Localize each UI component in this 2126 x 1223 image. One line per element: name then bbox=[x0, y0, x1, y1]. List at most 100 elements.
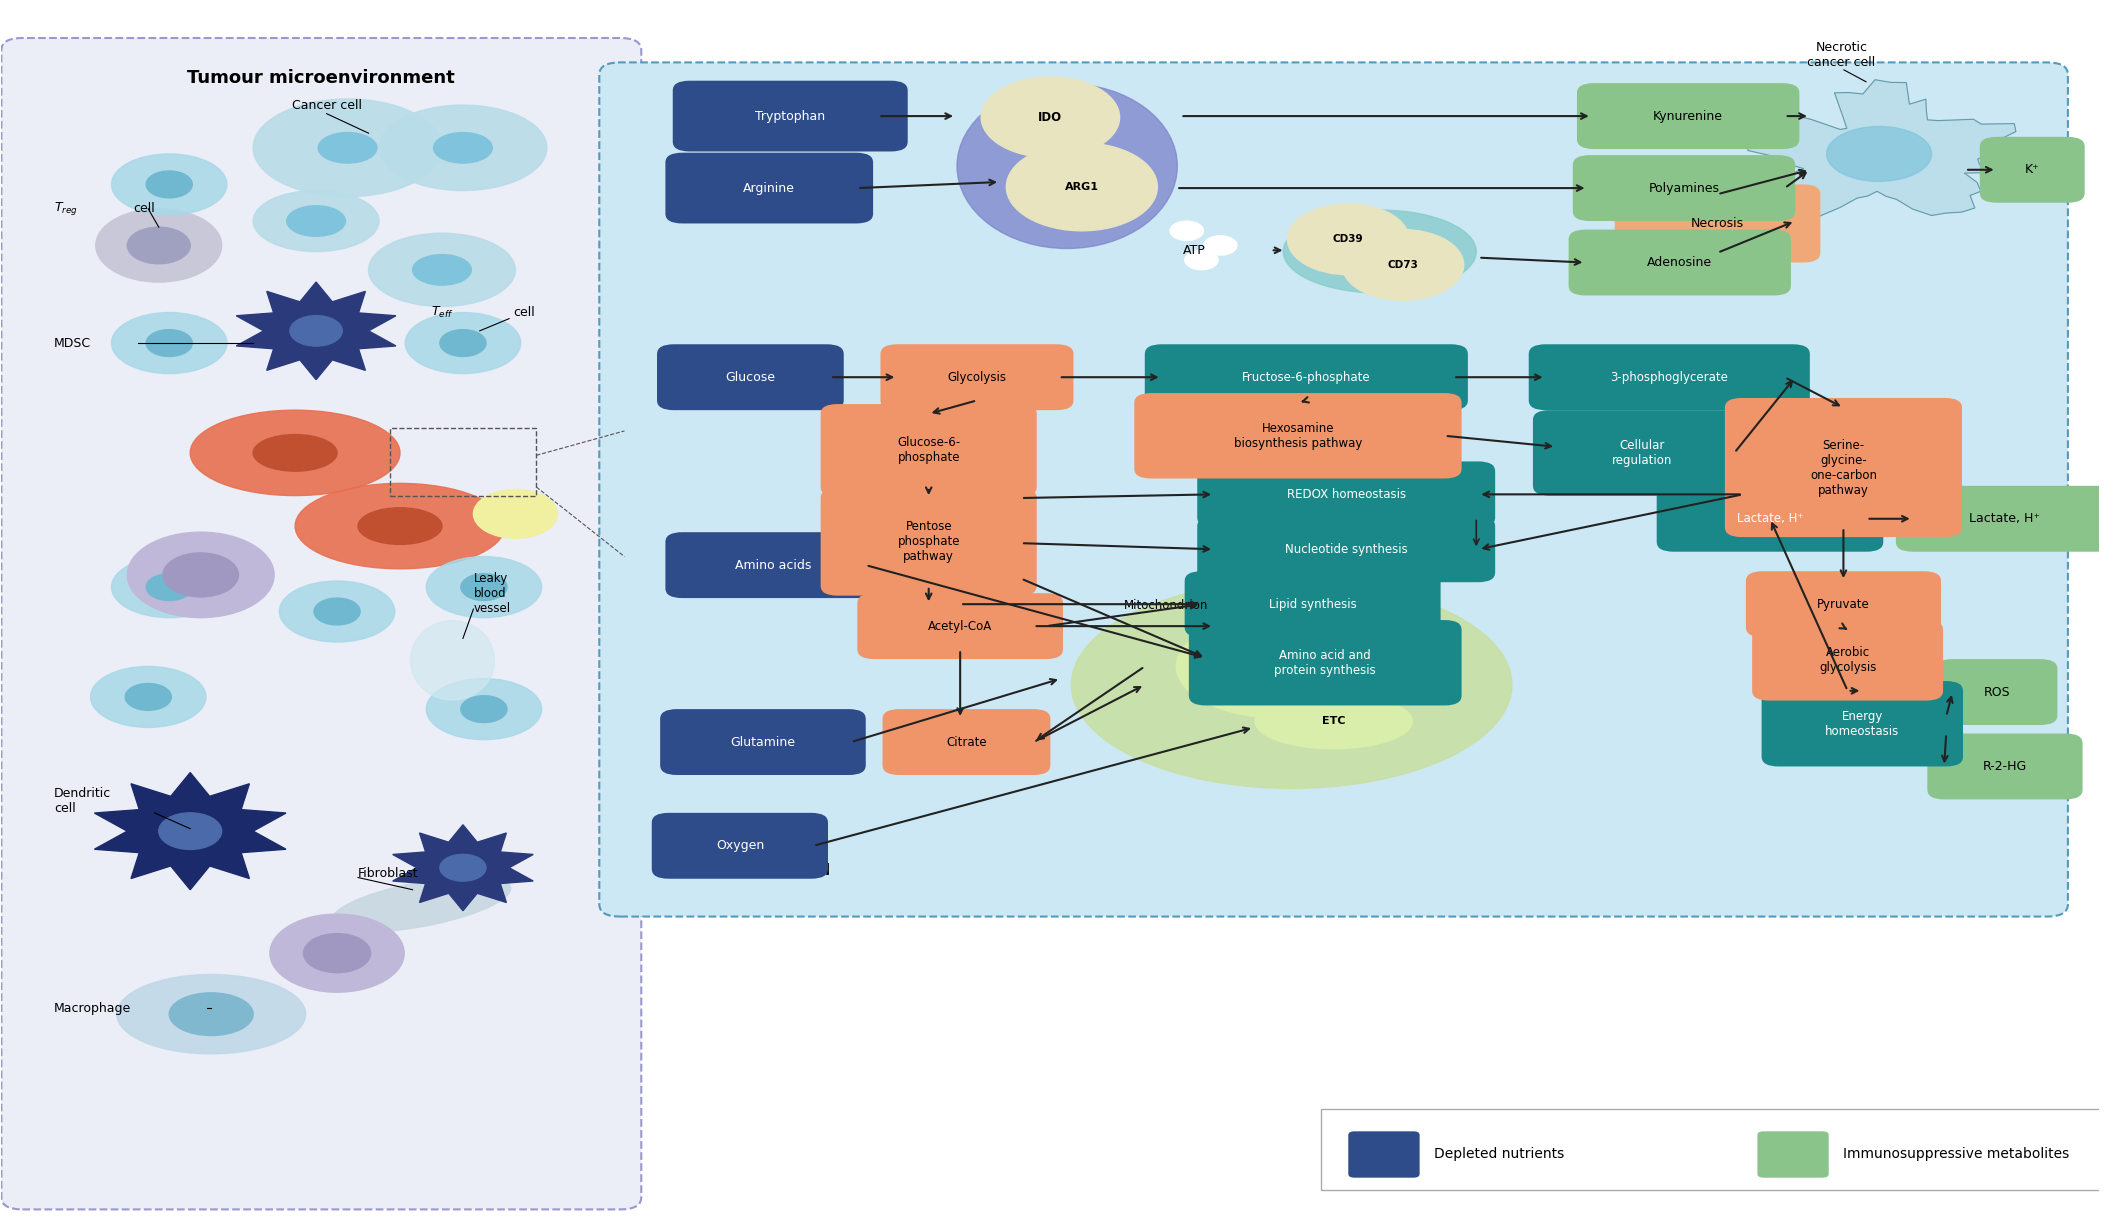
Text: Lactate, H⁺: Lactate, H⁺ bbox=[1737, 512, 1803, 525]
Text: $T_{reg}$: $T_{reg}$ bbox=[53, 201, 79, 218]
Ellipse shape bbox=[319, 132, 376, 163]
FancyBboxPatch shape bbox=[1348, 1131, 1420, 1178]
Ellipse shape bbox=[434, 132, 493, 163]
Text: Macrophage: Macrophage bbox=[53, 1002, 132, 1015]
Text: CD39: CD39 bbox=[1333, 235, 1363, 245]
FancyBboxPatch shape bbox=[1762, 681, 1962, 767]
FancyBboxPatch shape bbox=[880, 344, 1074, 410]
Ellipse shape bbox=[147, 171, 191, 198]
Text: Pentose
phosphate
pathway: Pentose phosphate pathway bbox=[897, 521, 961, 564]
Ellipse shape bbox=[1072, 581, 1512, 789]
Text: Tryptophan: Tryptophan bbox=[755, 110, 825, 122]
Ellipse shape bbox=[957, 83, 1178, 248]
Text: Fibroblast: Fibroblast bbox=[357, 867, 419, 881]
Text: Hexosamine
biosynthesis pathway: Hexosamine biosynthesis pathway bbox=[1233, 422, 1363, 450]
FancyBboxPatch shape bbox=[672, 81, 908, 152]
FancyBboxPatch shape bbox=[1937, 659, 2058, 725]
Circle shape bbox=[1169, 221, 1203, 241]
Text: MDSC: MDSC bbox=[53, 336, 91, 350]
Text: ARG1: ARG1 bbox=[1065, 182, 1099, 192]
Text: Mitochondrion: Mitochondrion bbox=[1123, 599, 1208, 612]
Ellipse shape bbox=[357, 508, 442, 544]
FancyBboxPatch shape bbox=[1135, 393, 1461, 478]
FancyBboxPatch shape bbox=[821, 488, 1037, 596]
Circle shape bbox=[980, 77, 1120, 158]
Circle shape bbox=[128, 532, 274, 618]
Text: Adenosine: Adenosine bbox=[1648, 256, 1711, 269]
FancyBboxPatch shape bbox=[1197, 516, 1495, 582]
FancyBboxPatch shape bbox=[882, 709, 1050, 775]
Text: Citrate: Citrate bbox=[946, 735, 986, 748]
Ellipse shape bbox=[412, 254, 472, 285]
Circle shape bbox=[1342, 230, 1463, 301]
Text: Energy
homeostasis: Energy homeostasis bbox=[1826, 709, 1899, 737]
Polygon shape bbox=[236, 283, 395, 379]
Text: REDOX homeostasis: REDOX homeostasis bbox=[1286, 488, 1405, 501]
Text: 3-phosphoglycerate: 3-phosphoglycerate bbox=[1609, 371, 1728, 384]
FancyBboxPatch shape bbox=[1656, 486, 1884, 552]
FancyBboxPatch shape bbox=[2, 38, 642, 1210]
Text: Acetyl-CoA: Acetyl-CoA bbox=[929, 620, 993, 632]
Text: Glucose: Glucose bbox=[725, 371, 776, 384]
Circle shape bbox=[440, 855, 487, 881]
Ellipse shape bbox=[147, 574, 191, 600]
Text: Glycolysis: Glycolysis bbox=[948, 371, 1006, 384]
FancyBboxPatch shape bbox=[1752, 620, 1943, 701]
Text: ATP: ATP bbox=[1182, 243, 1205, 257]
Text: Serine-
glycine-
one-carbon
pathway: Serine- glycine- one-carbon pathway bbox=[1809, 439, 1877, 497]
Circle shape bbox=[1288, 204, 1410, 275]
Text: K⁺: K⁺ bbox=[2024, 164, 2039, 176]
Circle shape bbox=[304, 933, 370, 972]
Ellipse shape bbox=[461, 696, 506, 723]
Text: Immunosuppressive metabolites: Immunosuppressive metabolites bbox=[1843, 1147, 2071, 1162]
Circle shape bbox=[289, 316, 342, 346]
Ellipse shape bbox=[315, 598, 359, 625]
Ellipse shape bbox=[406, 313, 521, 373]
FancyBboxPatch shape bbox=[1724, 397, 1962, 537]
FancyBboxPatch shape bbox=[1573, 155, 1794, 221]
Text: Fructose-6-phosphate: Fructose-6-phosphate bbox=[1242, 371, 1371, 384]
Text: Glucose-6-
phosphate: Glucose-6- phosphate bbox=[897, 437, 961, 465]
FancyBboxPatch shape bbox=[1184, 571, 1441, 637]
Ellipse shape bbox=[440, 330, 487, 356]
Polygon shape bbox=[1722, 79, 2018, 218]
Text: cell: cell bbox=[512, 306, 536, 319]
Ellipse shape bbox=[170, 993, 253, 1036]
Ellipse shape bbox=[91, 667, 206, 728]
Text: IDO: IDO bbox=[1037, 111, 1063, 124]
Ellipse shape bbox=[378, 105, 546, 191]
FancyBboxPatch shape bbox=[1896, 486, 2113, 552]
Circle shape bbox=[164, 553, 238, 597]
Text: Leaky
blood
vessel: Leaky blood vessel bbox=[474, 571, 510, 615]
Text: Lactate, H⁺: Lactate, H⁺ bbox=[1969, 512, 2041, 525]
Ellipse shape bbox=[111, 154, 227, 215]
FancyBboxPatch shape bbox=[1529, 344, 1809, 410]
Ellipse shape bbox=[111, 556, 227, 618]
Text: Kynurenine: Kynurenine bbox=[1654, 110, 1724, 122]
Text: Pyruvate: Pyruvate bbox=[1818, 598, 1869, 610]
FancyBboxPatch shape bbox=[653, 813, 827, 879]
Ellipse shape bbox=[425, 679, 542, 740]
Text: Amino acid and
protein synthesis: Amino acid and protein synthesis bbox=[1273, 648, 1376, 676]
Ellipse shape bbox=[425, 556, 542, 618]
FancyBboxPatch shape bbox=[821, 404, 1037, 497]
Ellipse shape bbox=[253, 434, 338, 471]
Circle shape bbox=[474, 489, 557, 538]
FancyBboxPatch shape bbox=[1616, 185, 1820, 263]
Text: Cellular
regulation: Cellular regulation bbox=[1612, 439, 1673, 467]
Ellipse shape bbox=[1826, 126, 1933, 181]
Text: Lipid synthesis: Lipid synthesis bbox=[1269, 598, 1356, 610]
Text: R-2-HG: R-2-HG bbox=[1984, 759, 2026, 773]
FancyBboxPatch shape bbox=[657, 344, 844, 410]
FancyBboxPatch shape bbox=[665, 153, 874, 224]
Text: Amino acids: Amino acids bbox=[736, 559, 812, 571]
Ellipse shape bbox=[253, 99, 442, 197]
Ellipse shape bbox=[410, 620, 495, 700]
Text: $T_{eff}$: $T_{eff}$ bbox=[432, 305, 453, 320]
Circle shape bbox=[128, 227, 189, 264]
Ellipse shape bbox=[111, 313, 227, 373]
Circle shape bbox=[1006, 143, 1157, 231]
Ellipse shape bbox=[279, 581, 395, 642]
FancyBboxPatch shape bbox=[1197, 461, 1495, 527]
Ellipse shape bbox=[1254, 693, 1412, 748]
